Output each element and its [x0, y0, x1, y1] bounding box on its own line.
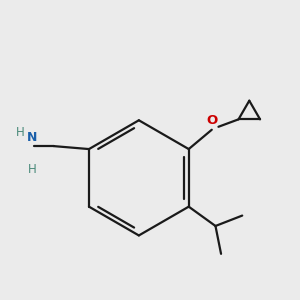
Text: N: N: [27, 131, 38, 144]
Text: H: H: [16, 126, 25, 140]
Text: H: H: [28, 163, 37, 176]
Text: O: O: [206, 114, 218, 127]
